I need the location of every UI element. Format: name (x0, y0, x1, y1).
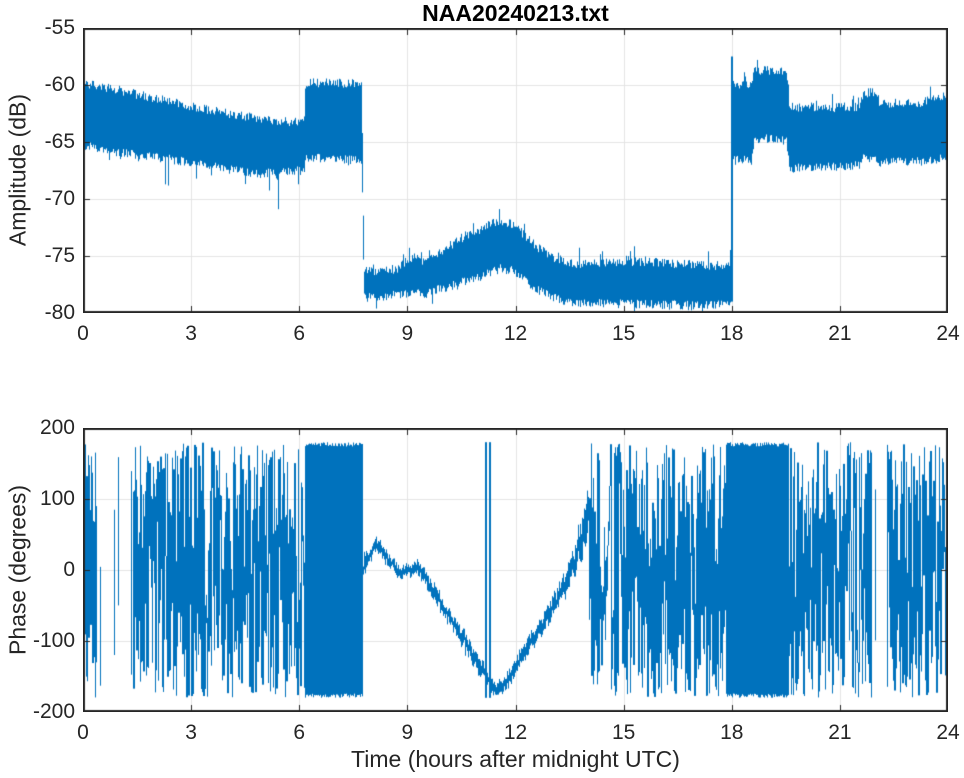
x-tick-label: 12 (503, 322, 528, 345)
x-tick-label: 18 (720, 721, 744, 744)
x-tick-label: 0 (77, 721, 89, 744)
x-tick-label: 24 (936, 322, 960, 345)
x-tick-label: 0 (77, 322, 89, 345)
amplitude-plot-canvas (83, 28, 948, 313)
amplitude-axis-label: Amplitude (dB) (4, 93, 31, 247)
x-tick-label: 24 (936, 721, 960, 744)
x-tick-label: 15 (611, 322, 636, 345)
y-tick-label: -70 (44, 187, 75, 210)
x-tick-label: 21 (828, 322, 852, 345)
y-tick-label: -55 (44, 16, 75, 39)
x-tick-label: 3 (185, 721, 197, 744)
y-tick-label: 0 (63, 558, 75, 581)
x-tick-label: 18 (720, 322, 744, 345)
x-tick-label: 21 (828, 721, 852, 744)
y-tick-label: -100 (32, 629, 75, 652)
x-tick-label: 6 (293, 322, 306, 345)
y-tick-label: 200 (39, 416, 75, 439)
y-tick-label: -80 (44, 301, 75, 324)
x-tick-label: 9 (401, 721, 414, 744)
time-axis-label: Time (hours after midnight UTC) (351, 746, 680, 772)
y-tick-label: -75 (44, 244, 75, 267)
x-tick-label: 3 (185, 322, 197, 345)
x-tick-label: 15 (611, 721, 636, 744)
x-tick-label: 9 (401, 322, 414, 345)
y-tick-label: -200 (32, 700, 75, 723)
y-tick-label: -65 (44, 130, 75, 153)
x-tick-label: 12 (503, 721, 528, 744)
plot-title: NAA20240213.txt (422, 0, 609, 26)
x-tick-label: 6 (293, 721, 306, 744)
y-tick-label: -60 (44, 73, 75, 96)
phase-plot-canvas (83, 428, 948, 712)
y-tick-label: 100 (39, 487, 75, 510)
